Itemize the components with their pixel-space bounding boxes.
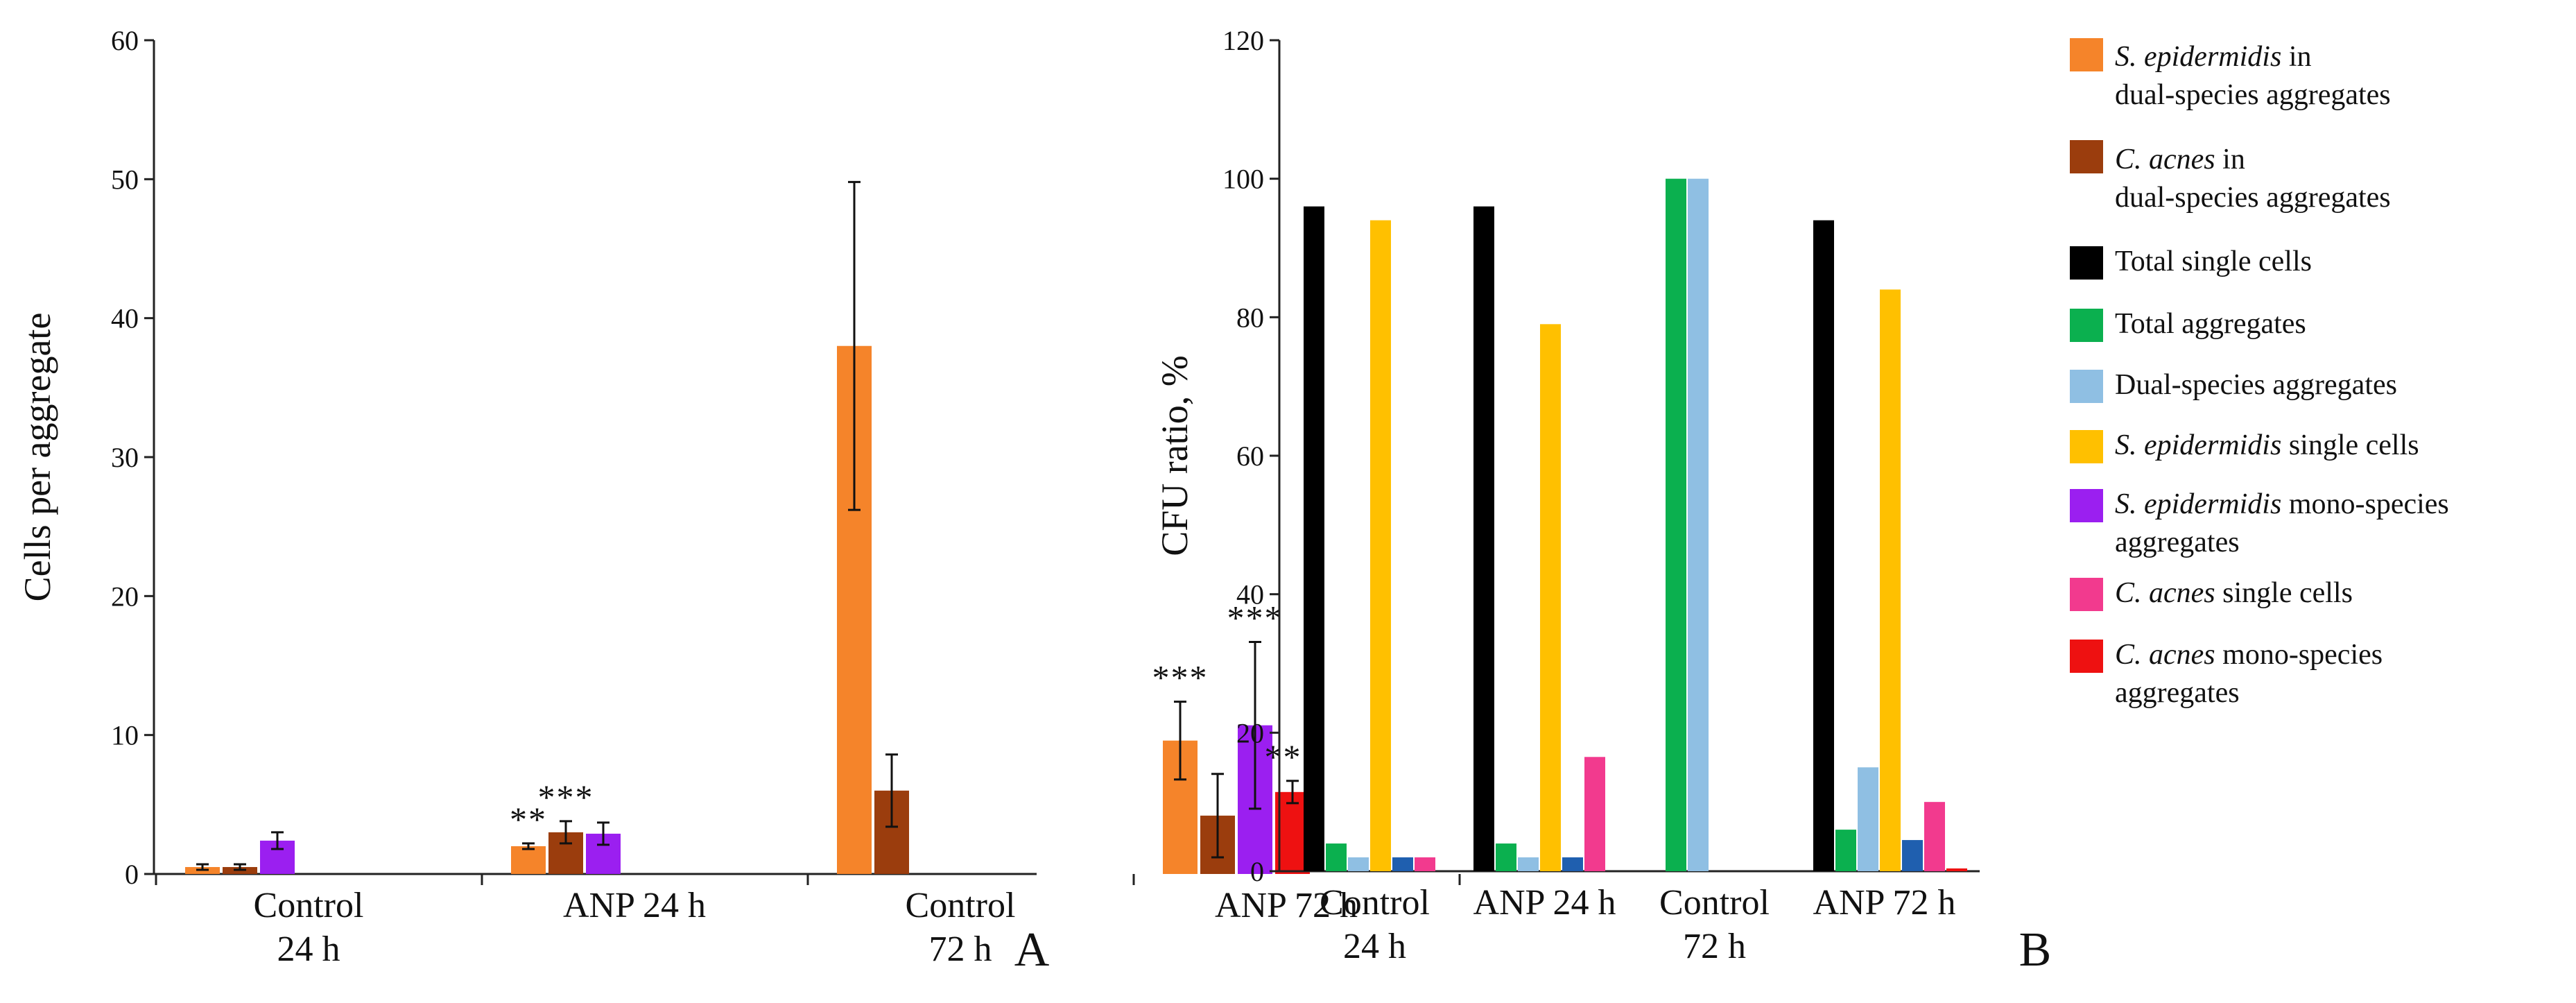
x-category-label: ANP 24 h bbox=[1473, 883, 1616, 923]
legend-swatch bbox=[2070, 309, 2103, 342]
y-tick-label: 0 bbox=[1250, 856, 1264, 887]
bar bbox=[1924, 802, 1945, 871]
legend-label-text: single cells bbox=[2215, 577, 2353, 609]
legend-label-text: Dual-species aggregates bbox=[2115, 369, 2397, 401]
significance-marker: ** bbox=[510, 800, 547, 839]
legend-label-text: in bbox=[2215, 144, 2245, 175]
bar bbox=[1304, 206, 1324, 872]
legend-label-italic: S. epidermidis bbox=[2115, 429, 2281, 461]
x-category-label: Control bbox=[906, 886, 1016, 925]
bar bbox=[1392, 857, 1413, 871]
legend-label-text: Total aggregates bbox=[2115, 308, 2306, 340]
legend-label-text: mono-species bbox=[2215, 639, 2383, 671]
bar bbox=[1562, 857, 1583, 871]
y-tick-label: 40 bbox=[1236, 579, 1264, 610]
legend-label-italic: C. acnes bbox=[2115, 144, 2215, 175]
legend-label: Dual-species aggregates bbox=[2115, 369, 2397, 401]
bar bbox=[1584, 757, 1605, 871]
legend-swatch bbox=[2070, 370, 2103, 403]
x-category-label: ANP 72 h bbox=[1813, 883, 1955, 923]
legend-label: Total single cells bbox=[2115, 246, 2312, 277]
bar bbox=[1902, 840, 1923, 871]
x-category-label: 24 h bbox=[277, 929, 340, 969]
legend-label-text: mono-species bbox=[2281, 488, 2448, 520]
x-category-label: Control bbox=[254, 886, 364, 925]
legend-label: S. epidermidis single cells bbox=[2115, 429, 2419, 461]
legend-swatch bbox=[2070, 640, 2103, 673]
bar bbox=[1415, 857, 1435, 871]
significance-marker: *** bbox=[1152, 658, 1209, 697]
legend-label: Total aggregates bbox=[2115, 308, 2306, 340]
panel-label-b: B bbox=[2019, 923, 2052, 977]
y-tick-label: 80 bbox=[1236, 302, 1264, 333]
bar bbox=[1496, 843, 1516, 871]
bar bbox=[1540, 324, 1561, 872]
legend-swatch bbox=[2070, 430, 2103, 463]
x-category-label: 72 h bbox=[929, 929, 992, 969]
legend-label-italic: S. epidermidis bbox=[2115, 488, 2281, 520]
y-tick-label: 30 bbox=[111, 442, 139, 473]
legend: S. epidermidis in dual-species aggregates… bbox=[2070, 38, 2449, 709]
bar bbox=[1348, 857, 1369, 871]
bar bbox=[1370, 220, 1391, 872]
legend-label-text: in bbox=[2281, 41, 2311, 73]
y-tick-label: 10 bbox=[111, 720, 139, 751]
legend-swatch bbox=[2070, 578, 2103, 611]
bar bbox=[1666, 178, 1686, 872]
bar bbox=[1813, 220, 1834, 872]
y-axis-label: CFU ratio, % bbox=[1154, 355, 1195, 556]
x-category-label: Control bbox=[1659, 883, 1770, 923]
bar bbox=[511, 846, 546, 874]
legend-label: C. acnes mono-species bbox=[2115, 639, 2383, 671]
legend-swatch bbox=[2070, 140, 2103, 173]
significance-marker: *** bbox=[538, 778, 594, 816]
legend-label-italic: C. acnes bbox=[2115, 577, 2215, 609]
x-category-label: Control bbox=[1320, 883, 1430, 923]
bar bbox=[1326, 843, 1347, 871]
legend-label: S. epidermidis in bbox=[2115, 41, 2311, 73]
bar bbox=[1946, 868, 1967, 871]
x-category-label: ANP 72 h bbox=[1215, 886, 1358, 925]
bar bbox=[1518, 857, 1539, 871]
legend-label: C. acnes in bbox=[2115, 144, 2245, 175]
y-tick-label: 50 bbox=[111, 164, 139, 195]
y-tick-label: 0 bbox=[125, 859, 139, 890]
legend-label-line2: dual-species aggregates bbox=[2115, 79, 2391, 111]
x-category-label: ANP 24 h bbox=[563, 886, 706, 925]
y-tick-label: 100 bbox=[1222, 164, 1264, 195]
x-category-label: 72 h bbox=[1683, 927, 1746, 966]
x-category-label: 24 h bbox=[1343, 927, 1406, 966]
y-axis-label: Cells per aggregate bbox=[17, 313, 58, 602]
legend-label-text: single cells bbox=[2281, 429, 2419, 461]
panel-label-a: A bbox=[1014, 923, 1050, 977]
legend-label-line2: dual-species aggregates bbox=[2115, 182, 2391, 214]
legend-label-text: Total single cells bbox=[2115, 246, 2312, 277]
legend-label-italic: C. acnes bbox=[2115, 639, 2215, 671]
bar bbox=[1858, 767, 1878, 871]
legend-swatch bbox=[2070, 489, 2103, 522]
legend-label-italic: S. epidermidis bbox=[2115, 41, 2281, 73]
y-tick-label: 60 bbox=[1236, 440, 1264, 472]
bar bbox=[1688, 178, 1709, 872]
legend-label: S. epidermidis mono-species bbox=[2115, 488, 2449, 520]
significance-marker: *** bbox=[1227, 598, 1283, 637]
y-tick-label: 20 bbox=[1236, 717, 1264, 748]
legend-label-line2: aggregates bbox=[2115, 677, 2240, 709]
legend-label: C. acnes single cells bbox=[2115, 577, 2353, 609]
bar bbox=[1880, 289, 1901, 871]
y-tick-label: 40 bbox=[111, 303, 139, 334]
bar bbox=[1473, 206, 1494, 872]
bar bbox=[1835, 830, 1856, 871]
legend-swatch bbox=[2070, 246, 2103, 280]
legend-label-line2: aggregates bbox=[2115, 526, 2240, 558]
y-tick-label: 20 bbox=[111, 581, 139, 612]
y-tick-label: 60 bbox=[111, 25, 139, 56]
y-tick-label: 120 bbox=[1222, 25, 1264, 56]
legend-swatch bbox=[2070, 38, 2103, 71]
